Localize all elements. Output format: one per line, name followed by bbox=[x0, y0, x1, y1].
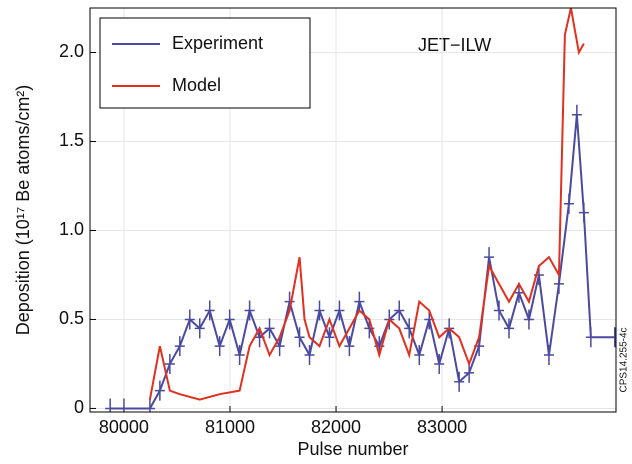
x-tick-label: 83000 bbox=[417, 417, 467, 437]
x-tick-label: 82000 bbox=[311, 417, 361, 437]
marker bbox=[224, 309, 235, 330]
marker bbox=[244, 300, 255, 321]
marker bbox=[274, 336, 285, 357]
figure-code: CPS14.255-4c bbox=[619, 327, 630, 392]
plot-frame bbox=[89, 7, 617, 413]
x-tick-label: 80000 bbox=[99, 417, 149, 437]
marker bbox=[105, 398, 116, 412]
legend-label: Experiment bbox=[172, 33, 263, 53]
marker bbox=[164, 353, 175, 374]
marker bbox=[194, 318, 205, 339]
legend-label: Model bbox=[172, 75, 221, 95]
marker bbox=[264, 318, 275, 339]
marker bbox=[578, 202, 589, 223]
marker bbox=[585, 327, 596, 348]
y-tick-label: 1.0 bbox=[59, 219, 84, 239]
x-tick-label: 81000 bbox=[205, 417, 255, 437]
y-tick-label: 1.5 bbox=[59, 130, 84, 150]
marker bbox=[543, 345, 554, 366]
marker bbox=[553, 273, 564, 294]
marker bbox=[563, 193, 574, 214]
marker bbox=[184, 309, 195, 330]
y-axis-label: Deposition (10¹⁷ Be atoms/cm²) bbox=[13, 85, 33, 336]
marker bbox=[304, 345, 315, 366]
line-series bbox=[110, 114, 615, 410]
line-series bbox=[148, 8, 585, 401]
marker bbox=[154, 380, 165, 401]
marker bbox=[344, 336, 355, 357]
marker bbox=[314, 300, 325, 321]
marker bbox=[523, 309, 534, 330]
marker bbox=[404, 318, 415, 339]
marker bbox=[434, 353, 445, 374]
marker bbox=[494, 300, 505, 321]
marker bbox=[354, 291, 365, 312]
marker bbox=[454, 371, 465, 392]
marker bbox=[513, 282, 524, 303]
marker bbox=[324, 327, 335, 348]
legend-box bbox=[99, 17, 311, 109]
marker bbox=[234, 345, 245, 366]
y-tick-label: 0.5 bbox=[59, 308, 84, 328]
y-tick-label: 0 bbox=[74, 397, 84, 417]
marker bbox=[294, 327, 305, 348]
marker bbox=[204, 300, 215, 321]
marker bbox=[144, 398, 155, 412]
marker bbox=[214, 336, 225, 357]
marker bbox=[394, 300, 405, 321]
annotation: JET−ILW bbox=[418, 35, 491, 55]
y-tick-label: 2.0 bbox=[59, 41, 84, 61]
x-axis-label: Pulse number bbox=[297, 439, 408, 459]
marker bbox=[334, 300, 345, 321]
marker bbox=[174, 336, 185, 357]
marker bbox=[571, 104, 582, 125]
marker bbox=[484, 247, 495, 268]
marker bbox=[503, 318, 514, 339]
marker bbox=[118, 398, 129, 412]
marker bbox=[609, 327, 616, 348]
marker bbox=[414, 345, 425, 366]
